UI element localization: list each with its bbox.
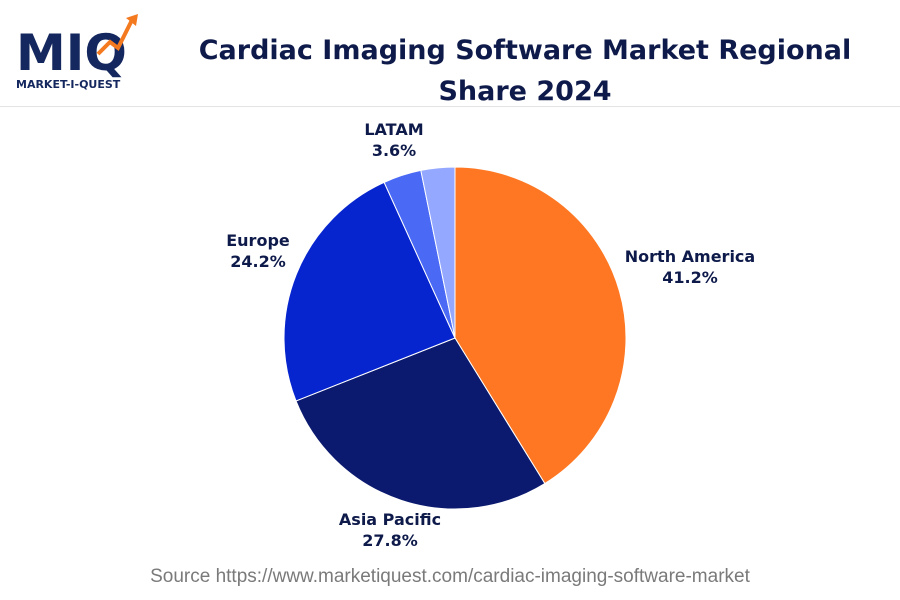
chart-title: Cardiac Imaging Software Market Regional… bbox=[198, 35, 852, 107]
pie-slice-asia-pacific bbox=[295, 337, 546, 510]
pie-slice-europe bbox=[283, 181, 456, 402]
brand-logo: MIQ MARKET-I-QUEST bbox=[14, 10, 144, 92]
slice-label-asia-pacific: Asia Pacific bbox=[339, 510, 441, 529]
logo-text: MARKET-I-QUEST bbox=[16, 78, 121, 91]
logo-mark: MIQ bbox=[16, 24, 127, 82]
slice-label-europe: Europe bbox=[226, 231, 290, 250]
slice-label-latam: LATAM bbox=[364, 120, 423, 139]
pie-slice-other bbox=[420, 166, 456, 339]
trend-arrow-icon bbox=[96, 19, 134, 56]
source-note: Source https://www.marketiquest.com/card… bbox=[150, 566, 750, 587]
slice-value-latam: 3.6% bbox=[372, 141, 416, 160]
slice-label-north-america: North America bbox=[625, 247, 755, 266]
slice-value-north-america: 41.2% bbox=[662, 268, 718, 287]
pie-slice-north-america bbox=[454, 166, 627, 485]
header-divider bbox=[0, 106, 900, 107]
slice-value-asia-pacific: 27.8% bbox=[362, 531, 418, 550]
logo-graphic: MIQ MARKET-I-QUEST bbox=[16, 14, 138, 91]
arrow-head-icon bbox=[126, 14, 138, 26]
slice-value-europe: 24.2% bbox=[230, 252, 286, 271]
